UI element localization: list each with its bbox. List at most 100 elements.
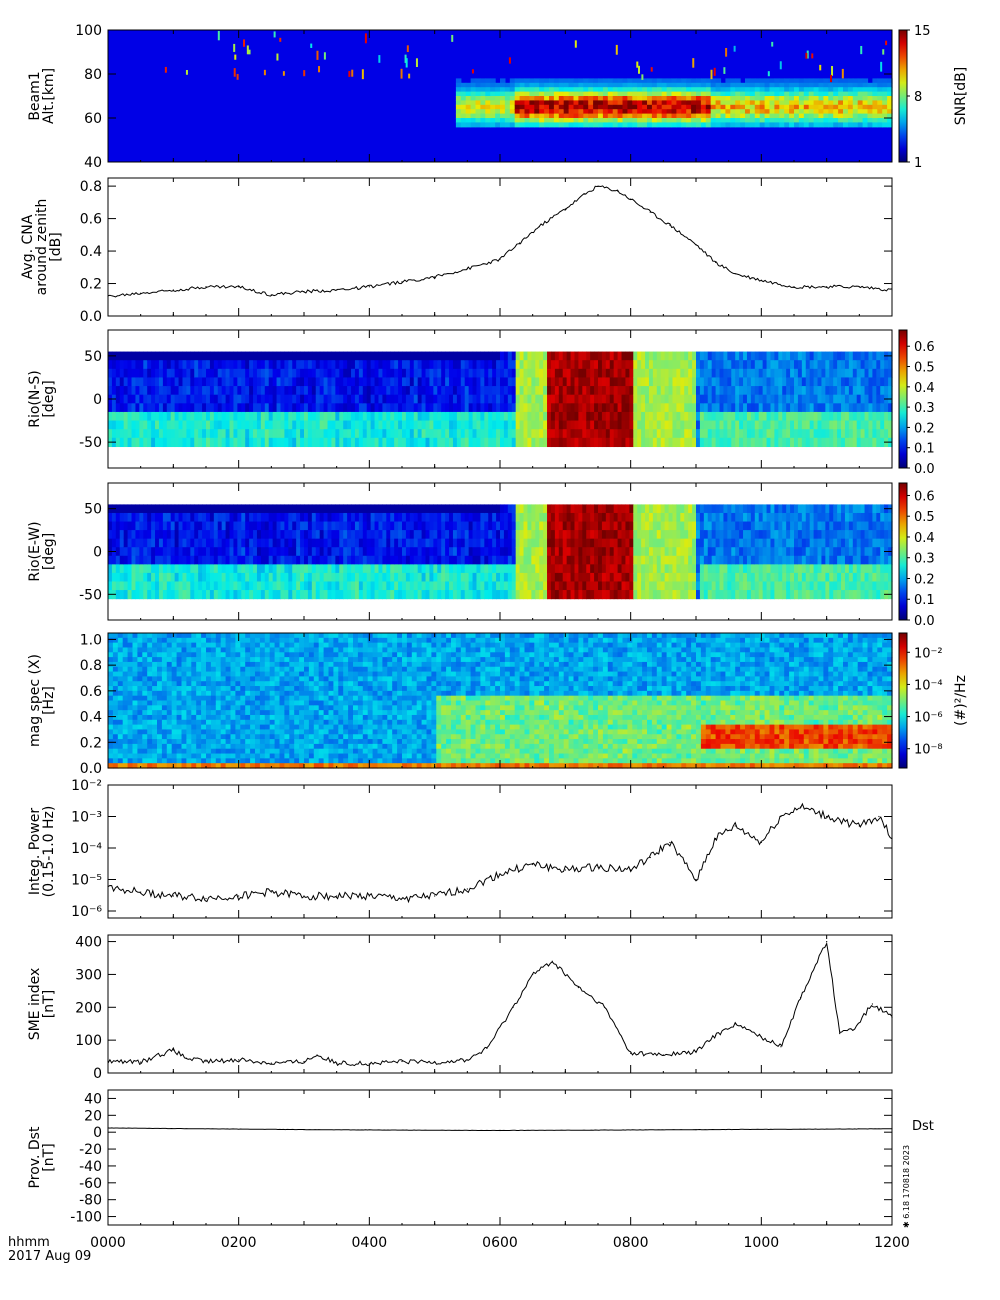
colorbar-tick-label: 0.1: [914, 593, 935, 608]
colorbar-tick-label: 0.1: [914, 442, 935, 457]
data-point: [434, 1061, 436, 1063]
series-line: [107, 941, 893, 1067]
y-tick-label: 0.6: [80, 212, 102, 228]
time-tick-label: 0400: [352, 1235, 388, 1251]
panel-5: mag spec (X)[Hz]: [27, 632, 893, 769]
data-point: [799, 996, 802, 999]
data-point: [368, 1063, 370, 1065]
data-point: [695, 878, 697, 881]
data-point: [434, 276, 436, 278]
y-tick-label: 0.6: [80, 684, 102, 700]
y-axis-label: SME index: [27, 968, 43, 1041]
y-tick-label: 0.8: [80, 179, 102, 195]
colorbar-tick-label: 0.5: [914, 510, 935, 525]
y-tick-label: 50: [84, 349, 102, 365]
panel-8: Prov. Dst[nT]: [27, 1089, 893, 1226]
y-tick-label: 80: [84, 67, 102, 83]
y-tick-label: -50: [79, 587, 102, 603]
data-point: [551, 960, 553, 962]
y-tick-label: 0: [93, 1125, 102, 1141]
y-axis-label: Rio(N-S): [27, 370, 43, 428]
time-axis-label-1: hhmm: [8, 1235, 50, 1250]
y-tick-label: 200: [75, 1000, 102, 1016]
y-tick-label: 400: [75, 935, 102, 951]
y-tick-label: 20: [84, 1108, 102, 1124]
data-point: [368, 895, 370, 897]
data-point: [140, 891, 142, 893]
y-axis-label: around zenith: [34, 199, 50, 296]
data-point: [695, 1051, 697, 1053]
y-tick-label: 0.2: [80, 277, 102, 293]
y-tick-label: 50: [84, 502, 102, 518]
processing-stamp: ✱ 6.18 170818 2023: [902, 1144, 911, 1228]
colorbar-tick-label: 0.2: [914, 421, 935, 436]
data-point: [793, 286, 795, 288]
data-point: [107, 295, 109, 298]
data-point: [584, 193, 586, 195]
series-line: [107, 185, 893, 298]
colorbar-tick-label: 0.4: [914, 381, 935, 396]
data-point: [858, 825, 860, 827]
data-point: [715, 837, 717, 840]
data-point: [107, 1060, 109, 1063]
data-point: [303, 895, 305, 897]
dst-side-label: Dst: [912, 1119, 934, 1134]
colorbar-tick-label: 10⁻⁸: [914, 743, 943, 758]
colorbar-tick-label: 8: [914, 90, 922, 105]
data-point: [303, 1129, 305, 1131]
data-point: [760, 279, 762, 281]
time-tick-label: 0200: [221, 1235, 257, 1251]
time-tick-label: 0600: [482, 1235, 518, 1251]
colorbar-tick-label: 10⁻⁶: [914, 711, 943, 726]
data-point: [532, 973, 534, 976]
y-axis-label: [dB]: [48, 232, 64, 261]
data-point: [662, 1054, 664, 1056]
colorbar-label: (#)²/Hz: [953, 675, 969, 726]
data-point: [734, 1023, 736, 1025]
colorbar-tick-label: 15: [914, 24, 931, 39]
y-tick-label: 0: [93, 1066, 102, 1082]
data-point: [270, 294, 272, 296]
y-tick-label: 300: [75, 967, 102, 983]
data-point: [603, 1006, 606, 1008]
data-point: [499, 873, 501, 875]
colorbar-tick-label: 0.6: [914, 489, 935, 504]
colorbar-tick-label: 0.0: [914, 614, 935, 629]
data-point: [499, 1129, 501, 1132]
y-tick-label: 10⁻³: [71, 810, 102, 826]
data-point: [466, 888, 468, 890]
data-point: [649, 211, 651, 213]
y-tick-label: 0: [93, 392, 102, 408]
data-point: [826, 815, 828, 818]
data-point: [336, 1062, 338, 1064]
data-point: [172, 289, 174, 291]
data-point: [760, 1036, 762, 1038]
y-tick-label: -100: [70, 1210, 102, 1226]
colorbar-tick-label: 0.3: [914, 401, 935, 416]
data-point: [512, 1006, 514, 1008]
y-axis-label: [nT]: [41, 990, 57, 1018]
panel-7: SME index[nT]: [27, 934, 893, 1074]
data-point: [336, 895, 338, 897]
data-point: [107, 885, 109, 888]
data-point: [891, 289, 893, 291]
y-tick-label: 100: [75, 1033, 102, 1049]
data-point: [519, 242, 521, 244]
time-tick-label: 1000: [744, 1235, 780, 1251]
data-point: [107, 1127, 109, 1129]
y-axis-label: mag spec (X): [27, 654, 43, 747]
data-point: [734, 273, 736, 275]
y-tick-label: 0.0: [80, 309, 102, 325]
data-point: [577, 986, 580, 989]
data-point: [466, 268, 468, 270]
data-point: [140, 1061, 142, 1063]
data-point: [466, 1059, 468, 1061]
y-tick-label: 0.4: [80, 244, 102, 260]
colorbar-tick-label: 1: [914, 156, 922, 171]
y-axis-label: [deg]: [41, 380, 57, 417]
y-tick-label: -50: [79, 435, 102, 451]
data-point: [434, 895, 436, 897]
